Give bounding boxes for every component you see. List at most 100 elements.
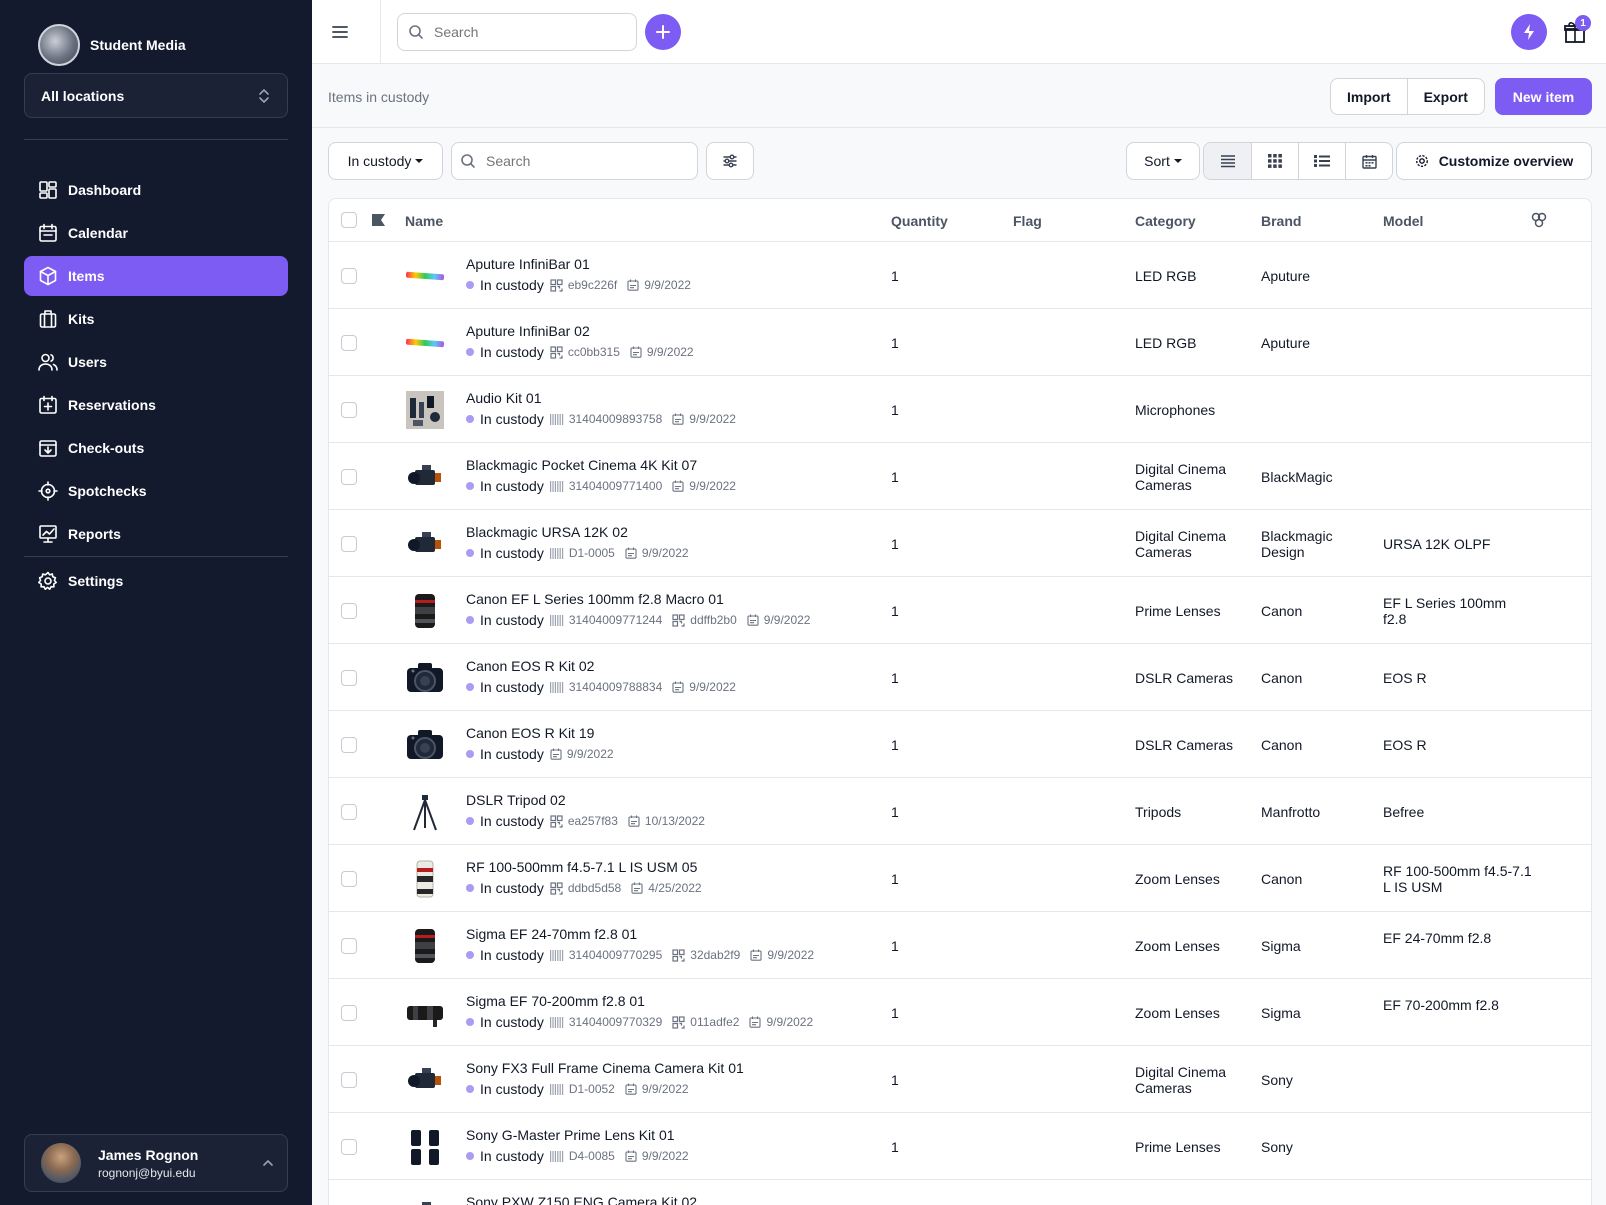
item-name[interactable]: Canon EOS R Kit 02	[466, 658, 595, 674]
table-row[interactable]: DSLR Tripod 02 In custody ea257f83 10/13/20…	[329, 778, 1591, 845]
row-checkbox[interactable]	[341, 1139, 357, 1155]
sidebar-item-kits[interactable]: Kits	[24, 299, 288, 339]
list-view-button[interactable]	[1298, 143, 1345, 179]
table-row[interactable]: Sony PXW Z150 ENG Camera Kit 02Broadcast	[329, 1180, 1591, 1205]
sidebar-item-users[interactable]: Users	[24, 342, 288, 382]
item-quantity: 1	[891, 536, 899, 552]
sidebar-item-items[interactable]: Items	[24, 256, 288, 296]
status-dot	[466, 817, 474, 825]
row-checkbox[interactable]	[341, 737, 357, 753]
menu-icon[interactable]	[330, 22, 350, 42]
item-name[interactable]: DSLR Tripod 02	[466, 792, 566, 808]
import-button[interactable]: Import	[1347, 88, 1391, 105]
item-name[interactable]: Canon EF L Series 100mm f2.8 Macro 01	[466, 591, 724, 607]
table-row[interactable]: Sony G-Master Prime Lens Kit 01 In custod…	[329, 1113, 1591, 1180]
table-row[interactable]: Sigma EF 70-200mm f2.8 01 In custody 31404…	[329, 979, 1591, 1046]
table-row[interactable]: Canon EOS R Kit 19 In custody 9/9/2022 1 DSL…	[329, 711, 1591, 778]
quick-actions-button[interactable]	[1511, 14, 1547, 50]
row-checkbox[interactable]	[341, 268, 357, 284]
items-search-input[interactable]	[486, 153, 666, 169]
row-checkbox[interactable]	[341, 402, 357, 418]
item-brand: Blackmagic Design	[1261, 528, 1333, 560]
barcode-icon	[549, 1150, 564, 1162]
column-flag[interactable]: Flag	[1013, 213, 1042, 229]
item-name[interactable]: Blackmagic URSA 12K 02	[466, 524, 628, 540]
row-checkbox[interactable]	[341, 469, 357, 485]
customize-overview-button[interactable]: Customize overview	[1396, 142, 1592, 180]
quick-add-button[interactable]	[645, 14, 681, 50]
column-name[interactable]: Name	[405, 213, 444, 229]
row-checkbox[interactable]	[341, 603, 357, 619]
table-row[interactable]: Blackmagic URSA 12K 02 In custody D1-0005 9…	[329, 510, 1591, 577]
columns-settings-icon[interactable]	[1530, 212, 1548, 228]
table-row[interactable]: Aputure InfiniBar 02 In custody cc0bb315 9/…	[329, 309, 1591, 376]
workspace-switcher[interactable]: Student Media	[38, 24, 186, 66]
sort-dropdown[interactable]: Sort	[1126, 142, 1200, 180]
sidebar-item-spotchecks[interactable]: Spotchecks	[24, 471, 288, 511]
item-meta: In custody D4-0085 9/9/2022	[466, 1148, 699, 1164]
item-name[interactable]: Sony PXW Z150 ENG Camera Kit 02	[466, 1194, 698, 1205]
column-quantity[interactable]: Quantity	[891, 213, 948, 229]
table-row[interactable]: Blackmagic Pocket Cinema 4K Kit 07 In cus…	[329, 443, 1591, 510]
sidebar-item-reservations[interactable]: Reservations	[24, 385, 288, 425]
item-name[interactable]: Aputure InfiniBar 01	[466, 256, 590, 272]
user-menu[interactable]: James Rognon rognonj@byui.edu	[24, 1134, 288, 1192]
global-search-input[interactable]	[434, 24, 614, 40]
export-button[interactable]: Export	[1406, 79, 1484, 114]
row-checkbox[interactable]	[341, 871, 357, 887]
sidebar-item-settings[interactable]: Settings	[24, 561, 288, 601]
item-quantity: 1	[891, 670, 899, 686]
row-checkbox[interactable]	[341, 1005, 357, 1021]
chart-icon	[39, 525, 57, 543]
sidebar-item-check-outs[interactable]: Check-outs	[24, 428, 288, 468]
item-name[interactable]: Canon EOS R Kit 19	[466, 725, 595, 741]
global-search[interactable]	[397, 13, 637, 51]
table-row[interactable]: Aputure InfiniBar 01 In custody eb9c226f 9/…	[329, 242, 1591, 309]
sidebar-item-dashboard[interactable]: Dashboard	[24, 170, 288, 210]
item-thumbnail	[405, 993, 445, 1033]
item-name[interactable]: Audio Kit 01	[466, 390, 542, 406]
table-view-button[interactable]	[1204, 143, 1251, 179]
date-value: 9/9/2022	[689, 412, 736, 426]
table-row[interactable]: Canon EOS R Kit 02 In custody 314040097888…	[329, 644, 1591, 711]
grid-view-button[interactable]	[1251, 143, 1298, 179]
column-model[interactable]: Model	[1383, 213, 1424, 229]
item-name[interactable]: Aputure InfiniBar 02	[466, 323, 590, 339]
item-name[interactable]: Sony FX3 Full Frame Cinema Camera Kit 01	[466, 1060, 744, 1076]
item-brand: Sony	[1261, 1139, 1293, 1155]
identifier-value: 31404009770329	[568, 1015, 663, 1029]
table-row[interactable]: RF 100-500mm f4.5-7.1 L IS USM 05 In cust…	[329, 845, 1591, 912]
items-search[interactable]	[451, 142, 698, 180]
table-row[interactable]: Audio Kit 01 In custody 31404009893758 9/9/…	[329, 376, 1591, 443]
location-selector[interactable]: All locations	[24, 73, 288, 118]
row-checkbox[interactable]	[341, 1072, 357, 1088]
barcode-icon	[549, 1016, 564, 1028]
item-name[interactable]: Sigma EF 70-200mm f2.8 01	[466, 993, 645, 1009]
select-all-checkbox[interactable]	[341, 212, 357, 228]
row-checkbox[interactable]	[341, 804, 357, 820]
item-model: EF L Series 100mm f2.8	[1383, 595, 1507, 627]
table-row[interactable]: Sony FX3 Full Frame Cinema Camera Kit 01…	[329, 1046, 1591, 1113]
identifier-value: ddffb2b0	[690, 613, 737, 627]
item-name[interactable]: Sigma EF 24-70mm f2.8 01	[466, 926, 638, 942]
row-checkbox[interactable]	[341, 938, 357, 954]
column-brand[interactable]: Brand	[1261, 213, 1302, 229]
status-filter-dropdown[interactable]: In custody	[328, 142, 443, 180]
item-name[interactable]: Sony G-Master Prime Lens Kit 01	[466, 1127, 675, 1143]
item-name[interactable]: RF 100-500mm f4.5-7.1 L IS USM 05	[466, 859, 698, 875]
row-checkbox[interactable]	[341, 536, 357, 552]
column-category[interactable]: Category	[1135, 213, 1196, 229]
row-checkbox[interactable]	[341, 670, 357, 686]
table-row[interactable]: Sigma EF 24-70mm f2.8 01 In custody 314040…	[329, 912, 1591, 979]
item-identifier: ddbd5d58	[550, 881, 621, 895]
advanced-filters-button[interactable]	[706, 142, 754, 180]
row-checkbox[interactable]	[341, 335, 357, 351]
table-row[interactable]: Canon EF L Series 100mm f2.8 Macro 01 In …	[329, 577, 1591, 644]
item-meta: In custody D1-0005 9/9/2022	[466, 545, 699, 561]
sidebar-item-calendar[interactable]: Calendar	[24, 213, 288, 253]
sidebar-item-reports[interactable]: Reports	[24, 514, 288, 554]
calendar-view-button[interactable]	[1345, 143, 1392, 179]
calendar-icon	[672, 681, 684, 693]
new-item-button[interactable]: New item	[1495, 78, 1592, 115]
item-name[interactable]: Blackmagic Pocket Cinema 4K Kit 07	[466, 457, 698, 473]
